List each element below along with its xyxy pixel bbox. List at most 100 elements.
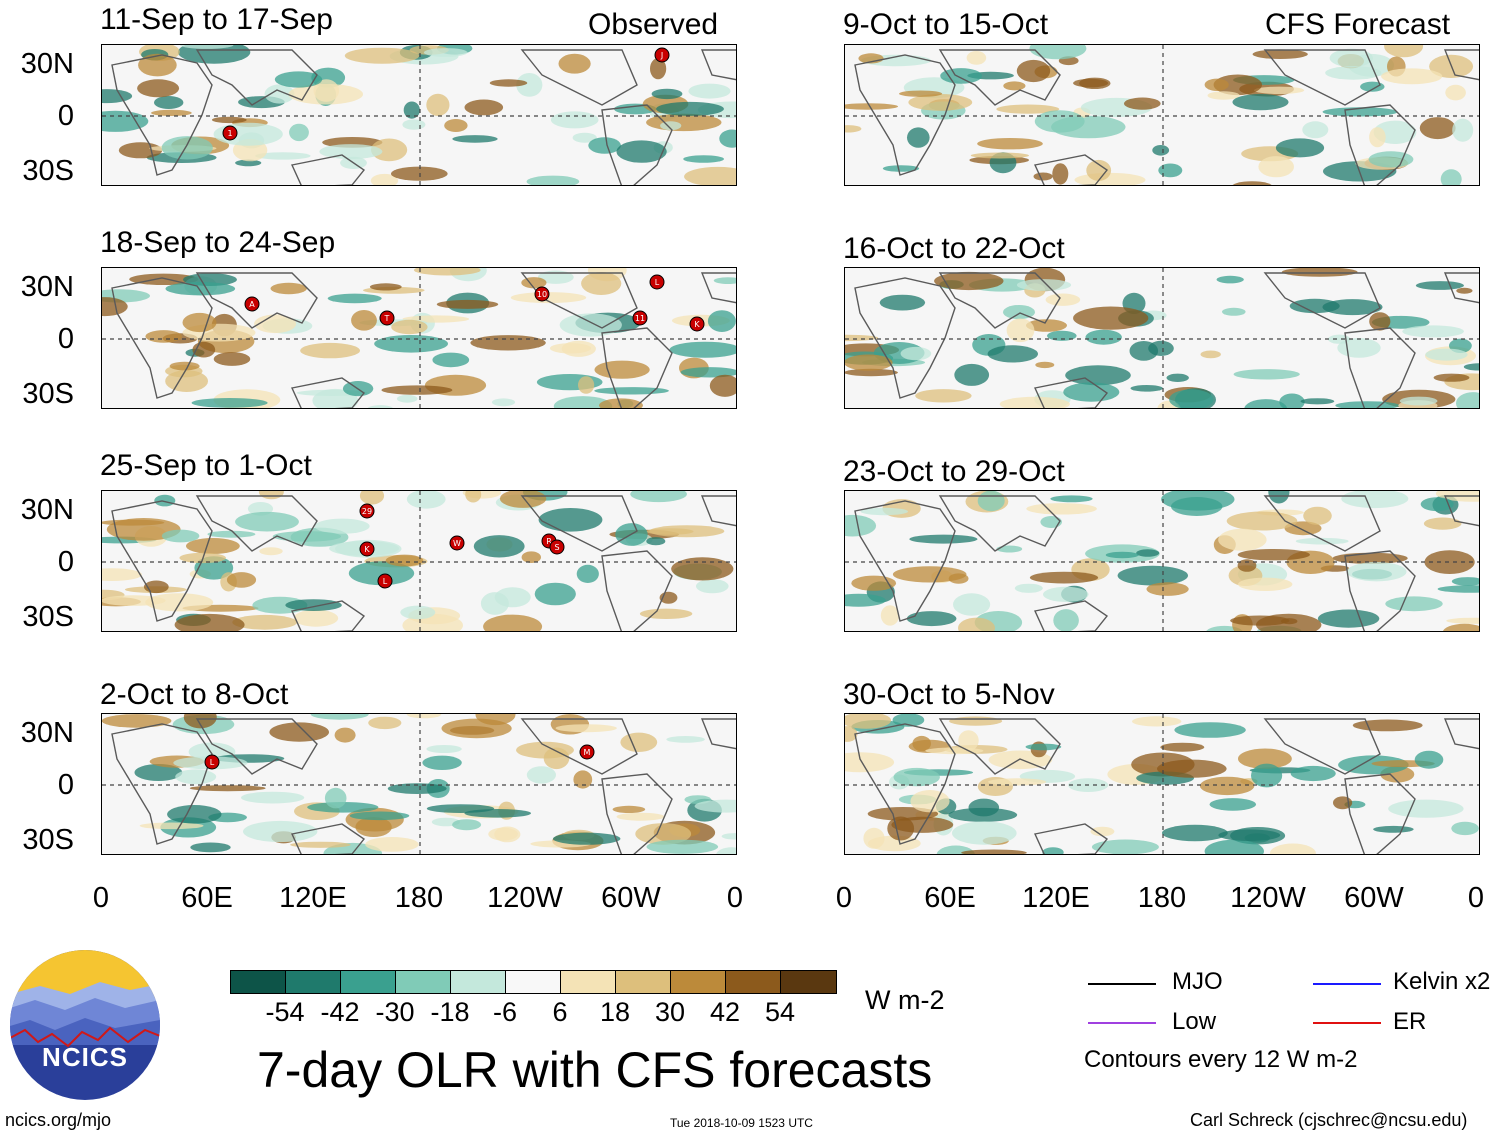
lon-label-180: 180 <box>1137 882 1187 914</box>
forecast-map-4 <box>844 713 1480 855</box>
observed-map-2: A T 10 L 11 K <box>101 267 737 409</box>
observed-panel-3-title: 25-Sep to 1-Oct <box>100 449 312 482</box>
lon-label-0: 0 <box>92 882 110 914</box>
storm-marker: K <box>359 541 375 557</box>
lat-label-eq: 0 <box>57 546 74 578</box>
storm-marker: A <box>244 296 260 312</box>
lon-label-0: 0 <box>835 882 853 914</box>
lat-label-eq: 0 <box>57 323 74 355</box>
storm-marker: S <box>549 539 565 555</box>
storm-marker: W <box>449 535 465 551</box>
storm-marker: L <box>649 274 665 290</box>
forecast-panel-2-title: 16-Oct to 22-Oct <box>843 232 1065 265</box>
svg-text:T: T <box>384 314 390 323</box>
forecast-label: CFS Forecast <box>1265 8 1451 41</box>
colorbar <box>230 970 837 994</box>
svg-text:L: L <box>383 577 388 586</box>
colorbar-tick: -6 <box>492 997 518 1027</box>
svg-text:L: L <box>655 278 660 287</box>
lat-label-30s: 30S <box>22 601 74 633</box>
lat-label-30n: 30N <box>20 717 74 749</box>
lat-label-30s: 30S <box>22 378 74 410</box>
svg-text:J: J <box>660 51 663 60</box>
storm-marker: L <box>204 754 220 770</box>
forecast-panel-4-title: 30-Oct to 5-Nov <box>843 678 1055 711</box>
lon-label-0-end: 0 <box>1467 882 1485 914</box>
legend-line-er <box>1313 1022 1381 1024</box>
colorbar-box <box>341 971 396 993</box>
footer-author: Carl Schreck (cjschrec@ncsu.edu) <box>1190 1110 1468 1130</box>
forecast-panel-1-title: 9-Oct to 15-Oct <box>843 8 1049 41</box>
lon-label-120e: 120E <box>279 882 347 914</box>
colorbar-box <box>506 971 561 993</box>
main-title: 7-day OLR with CFS forecasts <box>257 1042 933 1098</box>
lat-label-30n: 30N <box>20 271 74 303</box>
legend-label-er: ER <box>1393 1008 1427 1035</box>
lon-label-120e: 120E <box>1022 882 1090 914</box>
colorbar-box <box>396 971 451 993</box>
logo-text: NCICS <box>42 1042 128 1072</box>
svg-text:M: M <box>584 748 591 757</box>
lon-label-60w: 60W <box>1344 882 1404 914</box>
legend-label-kelvin: Kelvin x2 <box>1393 968 1491 995</box>
contour-note: Contours every 12 W m-2 <box>1084 1046 1358 1073</box>
legend-line-mjo <box>1088 983 1156 985</box>
storm-marker: J <box>654 47 670 63</box>
footer-timestamp: Tue 2018-10-09 1523 UTC <box>670 1116 813 1130</box>
svg-text:S: S <box>554 543 559 552</box>
legend-label-low: Low <box>1172 1008 1217 1035</box>
colorbar-tick: 54 <box>764 997 796 1027</box>
legend-line-kelvin <box>1313 983 1381 985</box>
storm-marker: 11 <box>632 310 648 326</box>
lon-label-180: 180 <box>394 882 444 914</box>
svg-text:11: 11 <box>635 314 645 323</box>
storm-marker: 1 <box>222 125 238 141</box>
legend-line-low <box>1088 1022 1156 1024</box>
forecast-map-3 <box>844 490 1480 632</box>
colorbar-tick: -54 <box>265 997 305 1027</box>
svg-text:K: K <box>364 545 370 554</box>
lat-label-30s: 30S <box>22 155 74 187</box>
svg-text:K: K <box>694 320 700 329</box>
svg-text:W: W <box>453 539 461 548</box>
storm-marker: 10 <box>534 286 550 302</box>
lat-label-30s: 30S <box>22 824 74 856</box>
storm-marker: M <box>579 744 595 760</box>
storm-marker: 29 <box>359 503 375 519</box>
forecast-panel-3-title: 23-Oct to 29-Oct <box>843 455 1065 488</box>
observed-panel-4-title: 2-Oct to 8-Oct <box>100 678 289 711</box>
colorbar-box <box>671 971 726 993</box>
colorbar-box <box>231 971 286 993</box>
observed-label: Observed <box>588 8 719 41</box>
storm-marker: K <box>689 316 705 332</box>
lon-label-60e: 60E <box>181 882 233 914</box>
colorbar-box <box>561 971 616 993</box>
observed-panel-2-title: 18-Sep to 24-Sep <box>100 226 336 259</box>
svg-text:L: L <box>210 758 215 767</box>
svg-text:R: R <box>546 537 552 546</box>
storm-marker: T <box>379 310 395 326</box>
colorbar-box <box>451 971 506 993</box>
colorbar-tick: -18 <box>430 997 470 1027</box>
lat-label-30n: 30N <box>20 48 74 80</box>
svg-text:10: 10 <box>537 290 547 299</box>
observed-map-3: 29 K L W R S <box>101 490 737 632</box>
colorbar-tick: 18 <box>599 997 631 1027</box>
lat-label-eq: 0 <box>57 769 74 801</box>
lon-label-120w: 120W <box>487 882 563 914</box>
colorbar-tick: -42 <box>320 997 360 1027</box>
svg-text:A: A <box>249 300 255 309</box>
lon-label-0-end: 0 <box>726 882 744 914</box>
colorbar-tick: 6 <box>552 997 568 1027</box>
colorbar-tick: 30 <box>654 997 686 1027</box>
colorbar-tick: 42 <box>709 997 741 1027</box>
svg-text:29: 29 <box>362 507 372 516</box>
lon-label-60w: 60W <box>601 882 661 914</box>
lat-label-30n: 30N <box>20 494 74 526</box>
ncics-logo: NCICS <box>10 950 160 1100</box>
svg-text:1: 1 <box>227 129 232 138</box>
footer-url[interactable]: ncics.org/mjo <box>5 1110 112 1130</box>
observed-panel-1-title: 11-Sep to 17-Sep <box>100 3 333 36</box>
